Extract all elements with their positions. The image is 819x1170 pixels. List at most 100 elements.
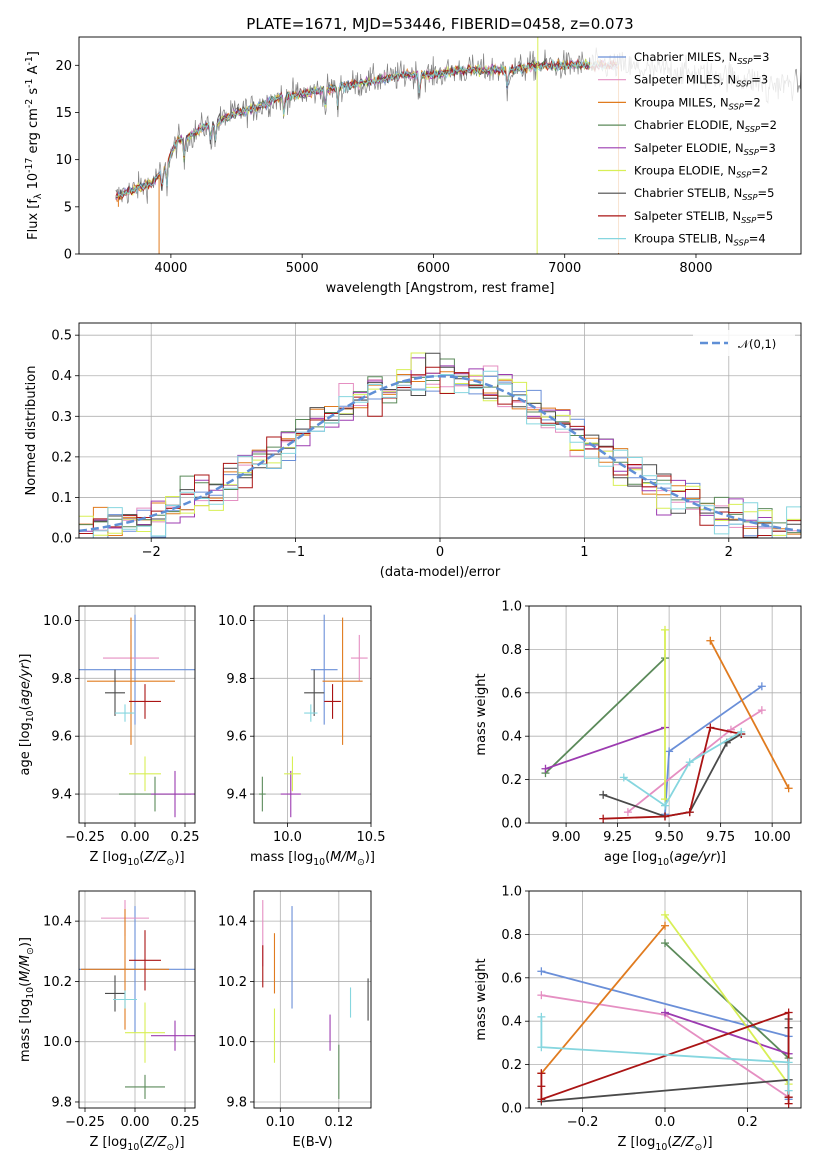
legend-entry: Salpeter ELODIE, NSSP=3 [634,141,776,157]
label-fragment: 10 [657,857,669,868]
axes-frame [528,890,802,1109]
y-tick-label: 0.5 [51,329,72,344]
label-fragment: Z [log [89,850,127,865]
label-fragment: mass [log [250,850,313,865]
x-tick-label: 5000 [286,261,319,276]
x-tick-label: 0 [436,545,444,560]
label-fragment: -17 [24,158,35,173]
label-fragment: λ [33,193,44,199]
label-fragment: age/yr [674,850,717,865]
legend-entry: Kroupa STELIB, NSSP=4 [634,232,766,248]
label-fragment: M/M [18,955,33,982]
panel-mass_vs_Z: −0.25 0.00 0.25 9.8 10.0 10.2 10.4 Z [log10​(Z/… [18,890,200,1153]
legend-entry: Salpeter STELIB, NSSP=5 [634,209,773,225]
y-tick-label: 10.0 [218,614,247,629]
label-fragment: ( [139,1135,144,1150]
plot-area-mass_vs_Z [79,900,195,1099]
label-fragment: Flux [f [26,199,41,240]
label-fragment: Normed distribution [24,366,39,496]
panel-weight_vs_age: 9.00 9.25 9.50 9.75 10.00 0.0 0.2 0.4 0.6 0.8 1.0 a… [474,600,802,868]
label-fragment: mass [log [18,999,33,1062]
legend-count: =2 [751,164,768,178]
label-fragment: mass weight [474,673,489,755]
label-fragment: age/yr [18,662,33,705]
y-tick-label: 10.4 [43,915,72,930]
y-tick-label: 0.6 [501,971,522,986]
x-tick-label: 9.50 [655,830,684,845]
plot-area-spectrum [115,37,801,254]
y-tick-label: 0.0 [501,817,522,832]
legend-count: =5 [757,186,774,200]
x-tick-label: 7000 [548,261,581,276]
weight-line [664,914,790,1085]
legend-entry: Salpeter MILES, NSSP=3 [634,73,768,89]
legend-subscript: SSP [736,79,751,89]
x-tick-label: 4000 [154,261,187,276]
y-tick-label: 0.4 [501,1015,522,1030]
y-tick-label: 10 [55,153,72,168]
x-tick-label: 10.0 [273,830,302,845]
legend-subscript: SSP [741,215,756,225]
label-fragment: age [log [18,722,33,775]
label-fragment: ⊙ [25,947,36,955]
label-fragment: age [log [604,850,657,865]
label-fragment: ( [669,850,674,865]
y-tick-label: 9.4 [51,788,72,803]
axes-frame [78,322,802,539]
label-fragment: M/M [330,850,357,865]
y-axis-label: Flux [fλ​ 10-17​ erg cm-2​ s-1​ A-1​] [24,51,44,240]
axes-frame [78,36,802,255]
y-tick-label: 9.8 [51,1095,72,1110]
x-axis-label: Z [log10​(Z/Z⊙​)] [617,1135,712,1153]
x-tick-label: 0.25 [171,1115,200,1130]
label-fragment: 10 [655,1142,667,1153]
legend-count: =2 [760,118,777,132]
label-fragment: mass weight [474,958,489,1040]
y-axis-label: age [log10​(age/yr)] [18,653,36,775]
x-tick-label: 0.12 [324,1115,353,1130]
y-tick-label: 1.0 [501,885,522,900]
legend-subscript: SSP [734,238,749,248]
x-tick-label: 9.25 [603,830,632,845]
label-fragment: 10 [25,987,36,999]
legend-count: =2 [744,95,761,109]
legend-entry: Chabrier ELODIE, NSSP=2 [634,118,777,134]
y-tick-label: 0.1 [51,491,72,506]
x-axis-label: mass [log10​(M/M⊙​)] [250,850,375,868]
y-axis-label: mass weight [474,673,489,755]
y-axis-label: Normed distribution [24,366,39,496]
y-tick-label: 0.2 [501,773,522,788]
y-tick-label: 10.2 [43,975,72,990]
y-axis-label: mass [log10​(M/M⊙​)] [18,937,36,1062]
weight-line [545,726,666,770]
legend-count: =3 [759,141,776,155]
normal-curve [79,374,801,533]
plot-area-weight_vs_Z [537,910,793,1108]
y-tick-label: 9.6 [51,730,72,745]
y-tick-label: 5 [64,200,72,215]
y-tick-label: 9.8 [226,672,247,687]
y-tick-label: 9.8 [226,1095,247,1110]
label-fragment: ⊙ [167,1142,175,1153]
panel-mass_vs_ebv: 0.10 0.12 9.8 10.0 10.2 10.4 E(B-V) [218,890,372,1150]
y-tick-label: 0.8 [501,643,522,658]
label-fragment: erg cm [26,108,41,157]
label-fragment: Z/Z [671,1135,695,1150]
label-fragment: ⊙ [167,857,175,868]
y-tick-label: 0.2 [51,450,72,465]
weight-line [623,731,742,807]
x-tick-label: 8000 [679,261,712,276]
y-tick-label: 0.4 [51,369,72,384]
weight-line [664,1011,789,1055]
label-fragment: 10 [127,1142,139,1153]
x-tick-label: −0.25 [65,830,105,845]
y-tick-label: 10.2 [218,975,247,990]
legend-entry: Chabrier STELIB, NSSP=5 [634,186,774,202]
axes-frame [528,605,802,824]
label-fragment: Z [log [89,1135,127,1150]
x-axis-label: E(B-V) [292,1135,332,1150]
x-tick-label: −0.25 [65,1115,105,1130]
plot-area-weight_vs_age [541,625,793,823]
